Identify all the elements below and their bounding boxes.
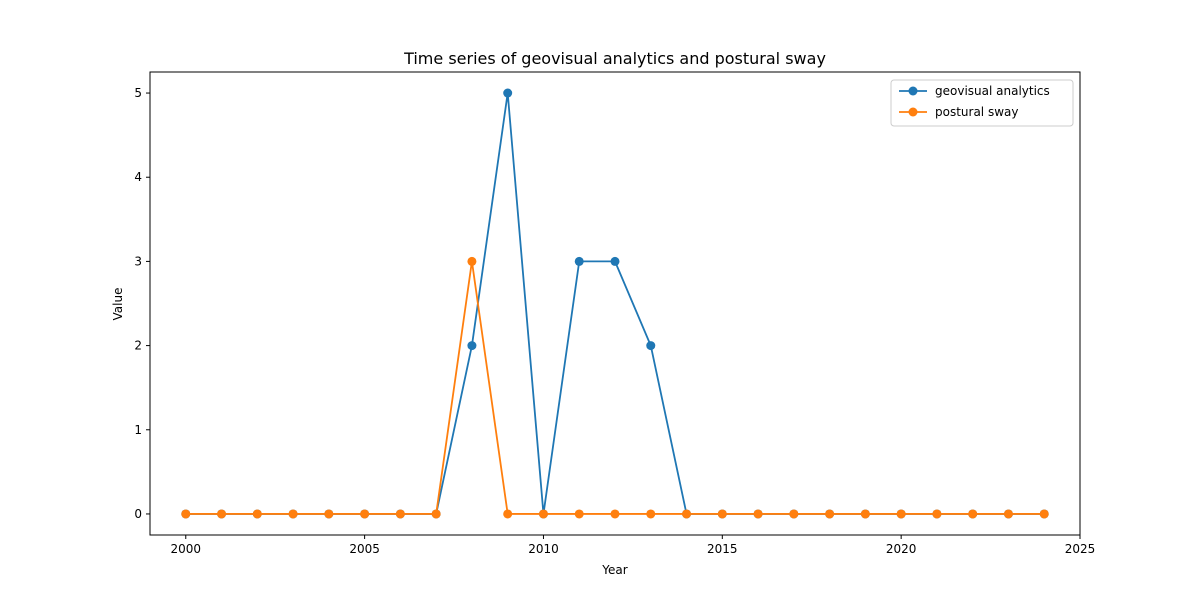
data-point-postural-sway: [217, 509, 227, 519]
x-axis-label: Year: [601, 563, 627, 577]
data-point-geovisual-analytics: [503, 88, 513, 98]
legend-label-geovisual-analytics: geovisual analytics: [935, 84, 1050, 98]
y-tick-label: 5: [134, 86, 142, 100]
legend-frame: [890, 79, 1074, 127]
data-point-postural-sway: [682, 509, 692, 519]
data-point-postural-sway: [431, 509, 441, 519]
data-point-geovisual-analytics: [646, 341, 656, 351]
data-point-postural-sway: [789, 509, 799, 519]
x-tick-label: 2010: [528, 542, 559, 556]
y-tick-label: 0: [134, 507, 142, 521]
series-postural-sway: [181, 256, 1049, 519]
data-point-postural-sway: [968, 509, 978, 519]
series-layer: [181, 88, 1049, 519]
data-point-geovisual-analytics: [574, 256, 584, 266]
data-point-postural-sway: [1039, 509, 1049, 519]
x-tick-label: 2005: [349, 542, 380, 556]
data-point-postural-sway: [717, 509, 727, 519]
data-point-geovisual-analytics: [610, 256, 620, 266]
data-point-postural-sway: [538, 509, 548, 519]
x-tick-label: 2025: [1065, 542, 1096, 556]
data-point-postural-sway: [503, 509, 513, 519]
y-axis-label: Value: [111, 288, 125, 321]
data-point-postural-sway: [360, 509, 370, 519]
data-point-postural-sway: [467, 256, 477, 266]
data-point-postural-sway: [181, 509, 191, 519]
data-point-postural-sway: [646, 509, 656, 519]
data-point-postural-sway: [1003, 509, 1013, 519]
data-point-postural-sway: [252, 509, 262, 519]
data-point-postural-sway: [932, 509, 942, 519]
data-point-postural-sway: [288, 509, 298, 519]
data-point-postural-sway: [610, 509, 620, 519]
y-tick-label: 1: [134, 423, 142, 437]
y-axis: 0 1 2 3 4 5: [134, 86, 150, 521]
data-point-postural-sway: [324, 509, 334, 519]
data-point-postural-sway: [825, 509, 835, 519]
y-tick-label: 3: [134, 254, 142, 268]
data-point-postural-sway: [896, 509, 906, 519]
data-point-geovisual-analytics: [467, 341, 477, 351]
data-point-postural-sway: [860, 509, 870, 519]
data-point-postural-sway: [395, 509, 405, 519]
data-point-postural-sway: [753, 509, 763, 519]
x-tick-label: 2000: [170, 542, 201, 556]
series-line-postural-sway: [185, 260, 1045, 515]
series-line-geovisual-analytics: [185, 92, 1045, 515]
x-tick-label: 2015: [707, 542, 738, 556]
x-axis: 2000 2005 2010 2015 2020 2025: [170, 535, 1095, 556]
data-point-postural-sway: [574, 509, 584, 519]
plot-area: [149, 71, 1081, 536]
legend: geovisual analytics postural sway: [890, 79, 1074, 127]
chart-title: Time series of geovisual analytics and p…: [403, 49, 826, 68]
plot-frame: [149, 71, 1081, 536]
legend-swatch-marker-postural-sway: [908, 107, 918, 117]
legend-label-postural-sway: postural sway: [935, 105, 1018, 119]
x-tick-label: 2020: [886, 542, 917, 556]
y-tick-label: 2: [134, 339, 142, 353]
legend-swatch-marker-geovisual-analytics: [908, 86, 918, 96]
y-tick-label: 4: [134, 170, 142, 184]
series-geovisual-analytics: [181, 88, 1049, 519]
